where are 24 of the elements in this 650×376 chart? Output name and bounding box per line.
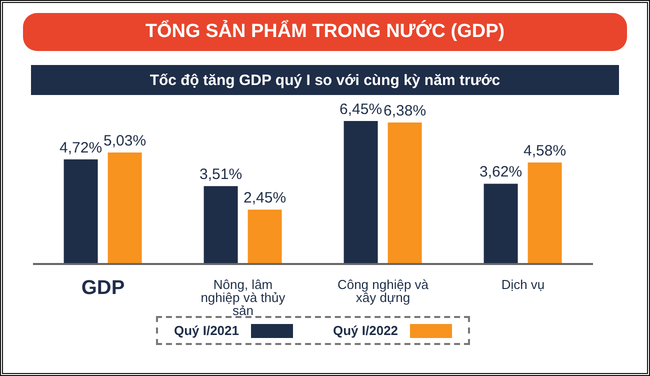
x-tick-label: Dịch vụ [501, 277, 545, 292]
legend-label: Quý I/2022 [333, 323, 398, 338]
bar [64, 159, 98, 264]
data-label: 3,62% [480, 164, 522, 181]
data-label: 6,38% [384, 102, 426, 120]
data-label: 5,03% [104, 132, 146, 150]
data-label: 2,45% [244, 190, 286, 207]
bar [108, 152, 142, 264]
bar [344, 121, 378, 264]
bar [484, 184, 518, 264]
data-label: 4,58% [524, 142, 566, 160]
chart-title: TỔNG SẢN PHẨM TRONG NƯỚC (GDP) [23, 13, 627, 51]
data-label: 6,45% [340, 101, 382, 118]
chart-subtitle: Tốc độ tăng GDP quý I so với cùng kỳ năm trước [31, 65, 619, 95]
data-label: 3,51% [200, 166, 242, 184]
bar [528, 162, 562, 264]
x-tick-label: Nông, lâm nghiệp và thủy sản [200, 277, 286, 318]
legend-label: Quý I/2021 [174, 323, 239, 338]
data-label: 4,72% [60, 139, 102, 156]
bar [204, 186, 238, 264]
x-tick-label: Công nghiệp và xây dựng [337, 277, 430, 306]
bar [388, 122, 422, 264]
x-tick-label: GDP [81, 277, 125, 300]
bar [248, 210, 282, 264]
